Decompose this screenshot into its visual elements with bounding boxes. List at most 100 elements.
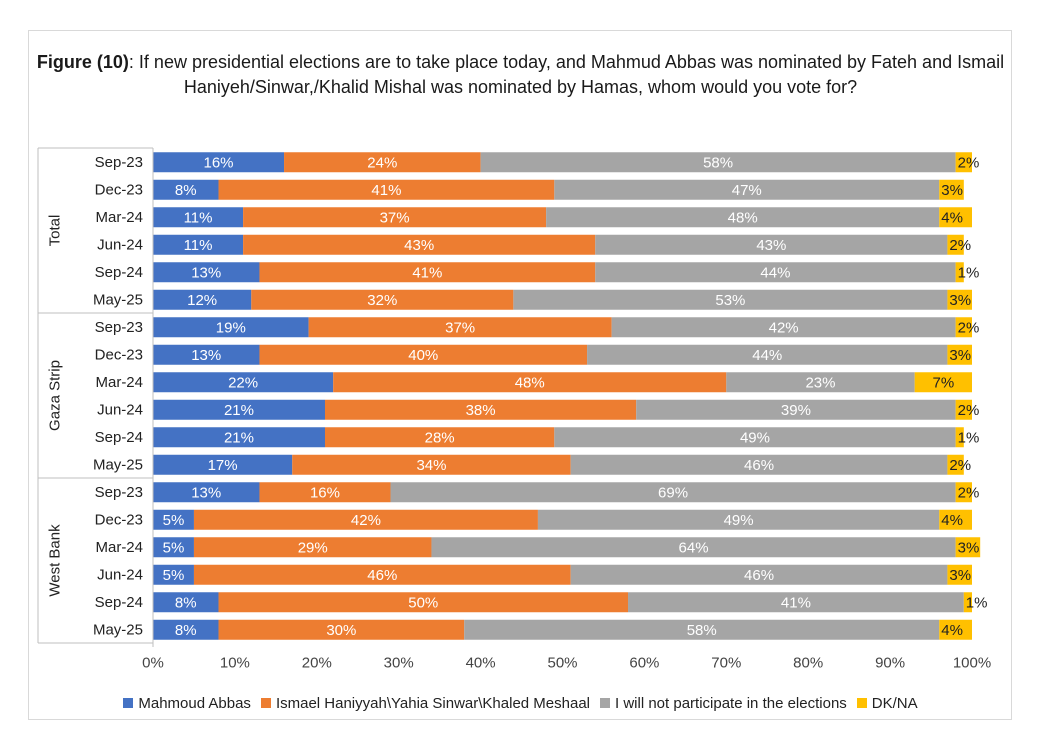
category-label: May-25	[93, 456, 143, 473]
data-label: 41%	[371, 182, 401, 199]
data-label: 2%	[958, 154, 980, 171]
bar-segment-dkna	[955, 399, 972, 420]
data-label: 21%	[224, 429, 254, 446]
bar-segment-dkna	[939, 509, 972, 530]
data-label: 11%	[184, 209, 213, 226]
bar-segment-not-participate	[537, 509, 940, 530]
category-label: Sep-24	[95, 264, 143, 281]
bar-segment-hamas	[193, 537, 432, 558]
category-label: Sep-23	[95, 154, 143, 171]
category-label: May-25	[93, 621, 143, 638]
bar-segment-abbas	[153, 372, 334, 393]
bar-segment-dkna	[947, 234, 964, 255]
data-label: 4%	[941, 622, 963, 639]
data-label: 53%	[715, 292, 745, 309]
bar-segment-abbas	[153, 619, 219, 640]
data-label: 16%	[310, 484, 340, 501]
data-label: 47%	[732, 182, 762, 199]
x-tick-label: 40%	[466, 655, 496, 672]
legend: Mahmoud Abbas Ismael Haniyyah\Yahia Sinwa…	[0, 695, 1041, 712]
data-label: 46%	[744, 567, 774, 584]
bar-segment-abbas	[153, 537, 194, 558]
bar-segment-abbas	[153, 344, 260, 365]
data-label: 29%	[298, 539, 328, 556]
bar-segment-abbas	[153, 152, 285, 173]
bar-segment-hamas	[218, 179, 555, 200]
legend-item: Ismael Haniyyah\Yahia Sinwar\Khaled Mesh…	[260, 695, 590, 712]
bar-segment-abbas	[153, 234, 244, 255]
bar-segment-not-participate	[546, 207, 940, 228]
data-label: 2%	[949, 457, 971, 474]
data-label: 49%	[740, 429, 770, 446]
data-label: 32%	[367, 292, 397, 309]
x-tick-label: 100%	[953, 655, 991, 672]
data-label: 19%	[216, 319, 246, 336]
category-label: Sep-24	[95, 429, 143, 446]
bar-segment-hamas	[259, 262, 596, 283]
bar-segment-abbas	[153, 509, 194, 530]
data-label: 49%	[724, 512, 754, 529]
chart-title: Figure (10): If new presidential electio…	[0, 50, 1041, 100]
bar-segment-abbas	[153, 179, 219, 200]
bar-segment-not-participate	[570, 454, 948, 475]
x-tick-label: 60%	[629, 655, 659, 672]
data-label: 21%	[224, 402, 254, 419]
data-label: 28%	[425, 429, 455, 446]
data-label: 12%	[187, 292, 217, 309]
bar-segment-not-participate	[636, 399, 956, 420]
legend-swatch	[600, 698, 610, 708]
category-label: Jun-24	[97, 236, 143, 253]
data-label: 41%	[781, 594, 811, 611]
group-label: West Bank	[47, 524, 64, 597]
data-label: 43%	[756, 237, 786, 254]
bar-segment-hamas	[259, 344, 588, 365]
data-label: 11%	[184, 237, 213, 254]
bar-segment-abbas	[153, 482, 260, 503]
bar-segment-not-participate	[554, 427, 956, 448]
data-label: 30%	[326, 622, 356, 639]
bar-segment-abbas	[153, 564, 194, 585]
data-label: 42%	[769, 319, 799, 336]
bar-segment-not-participate	[726, 372, 915, 393]
bar-segment-hamas	[193, 509, 538, 530]
bar-segment-dkna	[939, 619, 972, 640]
bar-segment-dkna	[947, 289, 972, 310]
legend-swatch	[260, 698, 271, 708]
group-label: Gaza Strip	[47, 360, 64, 431]
bar-segment-hamas	[324, 427, 555, 448]
data-label: 44%	[760, 264, 790, 281]
x-tick-label: 10%	[220, 655, 250, 672]
data-label: 39%	[781, 402, 811, 419]
bar-segment-hamas	[308, 317, 612, 338]
data-label: 2%	[958, 484, 980, 501]
category-label: Mar-24	[95, 539, 143, 556]
bar-segment-dkna	[947, 344, 972, 365]
bar-segment-not-participate	[464, 619, 940, 640]
bar-segment-abbas	[153, 262, 260, 283]
data-label: 2%	[949, 237, 971, 254]
legend-swatch	[123, 698, 134, 708]
data-label: 2%	[958, 402, 980, 419]
data-label: 34%	[416, 457, 446, 474]
legend-item: I will not participate in the elections	[600, 695, 847, 712]
bar-segment-dkna	[955, 427, 964, 448]
bar-segment-dkna	[939, 179, 964, 200]
category-label: Jun-24	[97, 566, 143, 583]
x-tick-label: 80%	[793, 655, 823, 672]
bar-segment-dkna	[963, 592, 972, 613]
bar-segment-abbas	[153, 427, 325, 448]
data-label: 22%	[228, 374, 258, 391]
data-label: 46%	[744, 457, 774, 474]
category-label: Jun-24	[97, 401, 143, 418]
bar-segment-not-participate	[611, 317, 956, 338]
legend-swatch	[856, 698, 867, 708]
data-label: 3%	[949, 292, 971, 309]
bar-segment-not-participate	[570, 564, 948, 585]
data-label: 8%	[175, 182, 197, 199]
bar-segment-dkna	[914, 372, 972, 393]
category-label: Dec-23	[95, 511, 143, 528]
bar-segment-hamas	[243, 207, 547, 228]
legend-label: I will not participate in the elections	[615, 695, 847, 712]
bar-segment-hamas	[218, 592, 629, 613]
